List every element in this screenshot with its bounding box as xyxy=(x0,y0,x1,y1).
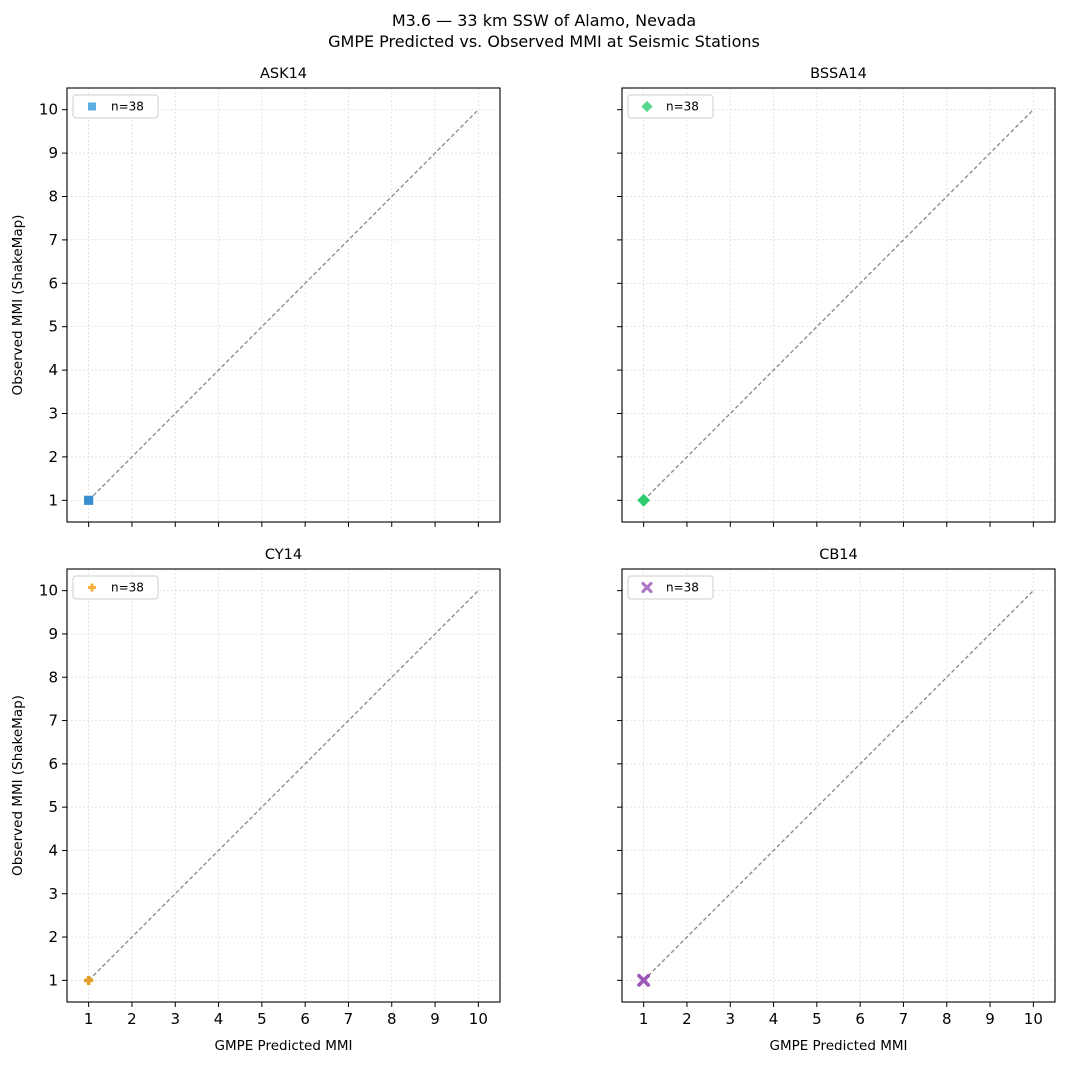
y-tick-label: 7 xyxy=(48,712,58,730)
x-tick-label: 6 xyxy=(300,1010,310,1028)
x-tick-label: 10 xyxy=(469,1010,488,1028)
axes-frame xyxy=(621,87,1056,523)
x-axis-label: GMPE Predicted MMI xyxy=(769,1038,907,1054)
figure-title-line2: GMPE Predicted vs. Observed MMI at Seism… xyxy=(328,32,760,51)
x-tick-label: 1 xyxy=(639,1010,649,1028)
panel-title: CB14 xyxy=(819,547,858,563)
y-tick-label: 1 xyxy=(48,491,58,509)
data-point xyxy=(84,975,94,985)
legend: n=38 xyxy=(72,94,159,119)
x-tick-label: 5 xyxy=(812,1010,822,1028)
x-tick-label: 9 xyxy=(430,1010,440,1028)
y-tick-label: 1 xyxy=(48,971,58,989)
y-tick-label: 7 xyxy=(48,231,58,249)
x-tick-label: 8 xyxy=(387,1010,397,1028)
y-tick-label: 2 xyxy=(48,448,58,466)
legend-label: n=38 xyxy=(111,100,144,114)
x-tick-label: 7 xyxy=(344,1010,354,1028)
panel-title: CY14 xyxy=(265,547,302,563)
data-point xyxy=(84,495,94,505)
y-tick-label: 10 xyxy=(39,101,58,119)
y-tick-label: 6 xyxy=(48,755,58,773)
y-tick-label: 8 xyxy=(48,668,58,686)
x-tick-label: 3 xyxy=(170,1010,180,1028)
data-point xyxy=(637,493,651,507)
panels: ASK14 1 2 3 4 5 6 7 8 9 10 Observed MMI (ShakeMap) n… xyxy=(10,66,1056,1054)
y-tick-label: 4 xyxy=(48,361,58,379)
figure-title-line1: M3.6 — 33 km SSW of Alamo, Nevada xyxy=(392,11,696,30)
legend: n=38 xyxy=(72,575,159,600)
y-axis-label: Observed MMI (ShakeMap) xyxy=(10,215,26,396)
x-tick-label: 2 xyxy=(682,1010,692,1028)
panel-cy14: CY14 1 2 3 4 5 6 7 8 9 10 1 2 3 4 5 6 7 8 9 10 GMPE Predicted… xyxy=(10,547,501,1054)
legend-box xyxy=(72,575,159,600)
legend-marker xyxy=(88,102,96,111)
panel-cb14: CB14 1 2 3 4 5 6 7 8 9 10 GMPE Predicted MMI n=38 xyxy=(617,547,1056,1054)
y-tick-label: 9 xyxy=(48,625,58,643)
panel-title: BSSA14 xyxy=(810,66,867,82)
legend-box xyxy=(627,575,714,600)
y-tick-label: 10 xyxy=(39,582,58,600)
legend-marker xyxy=(641,100,653,113)
y-tick-label: 8 xyxy=(48,188,58,206)
x-axis-label: GMPE Predicted MMI xyxy=(214,1038,352,1054)
legend-label: n=38 xyxy=(666,100,699,114)
legend: n=38 xyxy=(627,575,714,600)
y-tick-label: 2 xyxy=(48,928,58,946)
y-tick-label: 4 xyxy=(48,841,58,859)
reference-line xyxy=(643,590,1034,981)
data-point xyxy=(637,973,651,987)
legend-marker xyxy=(641,581,653,594)
legend-label: n=38 xyxy=(666,581,699,595)
x-tick-label: 2 xyxy=(127,1010,137,1028)
axes-frame xyxy=(66,87,501,523)
panel-ask14: ASK14 1 2 3 4 5 6 7 8 9 10 Observed MMI (ShakeMap) n… xyxy=(10,66,501,527)
x-tick-label: 10 xyxy=(1024,1010,1043,1028)
legend-label: n=38 xyxy=(111,581,144,595)
axes-frame xyxy=(621,568,1056,1003)
x-tick-label: 3 xyxy=(725,1010,735,1028)
data-point-stroke-b xyxy=(637,973,651,987)
legend-box xyxy=(627,94,714,119)
y-tick-label: 5 xyxy=(48,318,58,336)
legend-box xyxy=(72,94,159,119)
x-tick-label: 6 xyxy=(855,1010,865,1028)
x-tick-label: 9 xyxy=(985,1010,995,1028)
axes-frame xyxy=(66,568,501,1003)
panel-title: ASK14 xyxy=(260,66,307,82)
y-tick-label: 3 xyxy=(48,885,58,903)
x-tick-label: 8 xyxy=(942,1010,952,1028)
legend: n=38 xyxy=(627,94,714,119)
y-axis-label: Observed MMI (ShakeMap) xyxy=(10,695,26,876)
y-tick-label: 5 xyxy=(48,798,58,816)
x-tick-label: 5 xyxy=(257,1010,267,1028)
x-tick-label: 4 xyxy=(214,1010,224,1028)
legend-marker xyxy=(88,583,96,592)
y-tick-label: 6 xyxy=(48,274,58,292)
legend-marker-stroke-b xyxy=(641,581,653,594)
reference-line xyxy=(88,109,479,501)
reference-line xyxy=(88,590,479,981)
y-tick-label: 9 xyxy=(48,144,58,162)
panel-bssa14: BSSA14 n=38 xyxy=(617,66,1056,527)
x-tick-label: 4 xyxy=(769,1010,779,1028)
x-tick-label: 1 xyxy=(84,1010,94,1028)
reference-line xyxy=(643,109,1034,501)
x-tick-label: 7 xyxy=(899,1010,909,1028)
y-tick-label: 3 xyxy=(48,405,58,423)
